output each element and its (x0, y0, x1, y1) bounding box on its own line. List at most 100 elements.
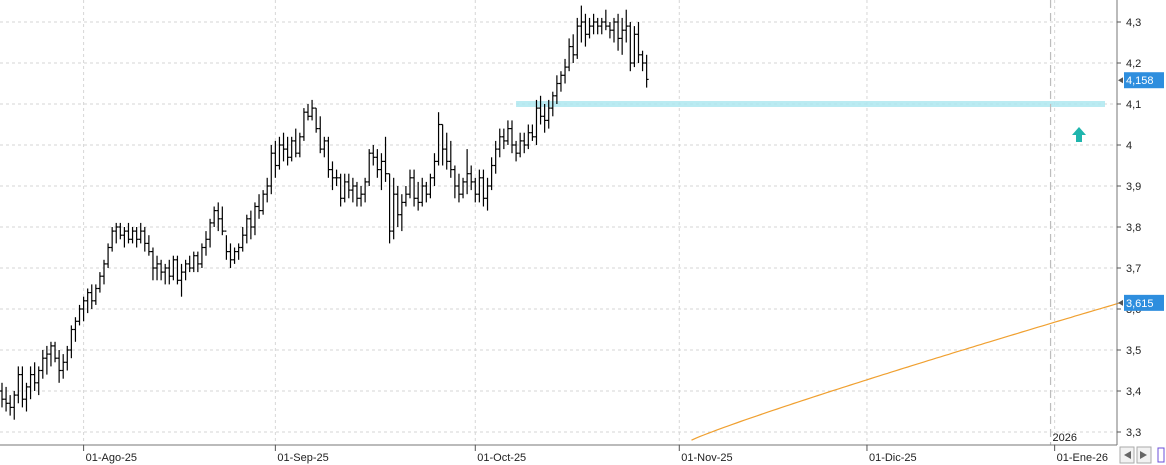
ohlc-bar (334, 169, 339, 186)
ohlc-bar (40, 350, 45, 379)
y-tick-label: 4 (1126, 140, 1132, 152)
ohlc-bar (322, 136, 327, 158)
ohlc-bar (126, 222, 131, 244)
ohlc-bar (428, 173, 433, 199)
ohlc-bar (603, 9, 608, 31)
ohlc-bar (575, 17, 580, 59)
ohlc-bar (591, 13, 596, 35)
ohlc-bar (195, 251, 200, 273)
ohlc-bar (146, 235, 151, 256)
moving-average-badge-pointer (1118, 299, 1123, 306)
ohlc-bar (269, 145, 274, 195)
ohlc-bar (85, 288, 90, 314)
ohlc-bar (354, 181, 359, 207)
price-badges: 4,158 3,615 (1118, 72, 1164, 311)
ohlc-bar (220, 206, 225, 236)
ohlc-bar (187, 255, 192, 273)
ohlc-bar (69, 325, 74, 359)
ohlc-bar (236, 243, 241, 260)
ohlc-bar (612, 17, 616, 43)
ohlc-bar (456, 173, 461, 203)
scroll-end-marker (1157, 447, 1165, 463)
ohlc-bar (114, 222, 119, 244)
ohlc-bar (571, 34, 576, 63)
x-tick-label: 01-Oct-25 (477, 452, 526, 464)
chevron-right-icon (1140, 451, 1147, 459)
ohlc-bar (379, 153, 384, 191)
ohlc-bar (228, 243, 233, 268)
ohlc-bar (326, 136, 331, 178)
ohlc-bar (534, 99, 539, 145)
ohlc-bar (330, 161, 335, 191)
y-tick-label: 4,2 (1126, 58, 1141, 70)
y-tick-label: 3,4 (1126, 386, 1141, 398)
ohlc-bar (261, 190, 266, 215)
ohlc-bar (106, 243, 111, 268)
ohlc-bar (314, 107, 319, 133)
ohlc-bar (265, 177, 270, 203)
ohlc-bar (416, 181, 421, 211)
ohlc-bar (436, 112, 441, 166)
ohlc-bar (554, 75, 559, 104)
y-tick-label: 3,8 (1126, 222, 1141, 234)
ohlc-bar (61, 354, 66, 379)
ohlc-bar (122, 227, 127, 248)
ohlc-bar (204, 231, 208, 256)
ohlc-bar (48, 341, 53, 367)
ohlc-bar (44, 345, 49, 375)
ohlc-bar (191, 251, 196, 273)
ohlc-bar (77, 304, 82, 326)
x-tick-label: 01-Dic-25 (869, 452, 917, 464)
x-tick-label: 01-Ago-25 (86, 452, 137, 464)
moving-average-badge-label: 3,615 (1126, 298, 1154, 310)
ohlc-bars (0, 5, 649, 420)
ohlc-bar (403, 186, 408, 207)
scroll-controls[interactable] (1119, 446, 1165, 464)
ohlc-bar (212, 206, 217, 227)
ohlc-bar (563, 58, 568, 84)
ohlc-bar (607, 22, 612, 39)
ohlc-bar (530, 124, 535, 141)
x-tick-label: 01-Ene-26 (1057, 452, 1108, 464)
ohlc-bar (110, 227, 115, 252)
ohlc-bar (632, 26, 637, 68)
ohlc-bar (297, 132, 302, 158)
ohlc-bar (342, 173, 347, 203)
ohlc-bar (171, 255, 176, 281)
year-label: 2026 (1053, 432, 1077, 444)
ohlc-bar (448, 140, 453, 178)
ohlc-bar (53, 341, 58, 363)
ohlc-bar (371, 145, 376, 166)
y-tick-label: 4,1 (1126, 99, 1141, 111)
ohlc-bar (599, 17, 604, 35)
chevron-left-icon (1124, 451, 1131, 459)
ohlc-bar (65, 345, 70, 371)
ohlc-bar (412, 169, 417, 207)
moving-average-path (691, 302, 1121, 441)
ohlc-bar (20, 366, 25, 408)
ohlc-bar (350, 177, 355, 203)
y-tick-label: 3,9 (1126, 181, 1141, 193)
ohlc-bar (199, 243, 204, 268)
ohlc-bar (208, 218, 213, 248)
ohlc-bar (0, 382, 4, 408)
up-arrow-shape (1072, 127, 1086, 142)
ohlc-bar (306, 104, 310, 121)
ohlc-bar (134, 227, 139, 248)
ohlc-bar (465, 149, 470, 195)
ohlc-bar (97, 272, 102, 293)
ohlc-bar (89, 284, 94, 309)
ohlc-bar (628, 22, 633, 72)
ohlc-bar (383, 136, 388, 182)
ohlc-bar (159, 259, 164, 281)
ohlc-bar (461, 177, 466, 199)
ohlc-bar (481, 169, 486, 207)
ohlc-bar (224, 230, 229, 260)
ohlc-bar (567, 38, 572, 72)
ohlc-bar (150, 247, 155, 281)
ohlc-bar (469, 165, 474, 191)
ohlc-bar (550, 91, 555, 117)
ohlc-bar (387, 173, 392, 244)
x-axis-ticks: 01-Ago-25 01-Sep-25 01-Oct-25 01-Nov-25 01-D… (83, 445, 1108, 464)
y-tick-label: 4,3 (1126, 17, 1141, 29)
